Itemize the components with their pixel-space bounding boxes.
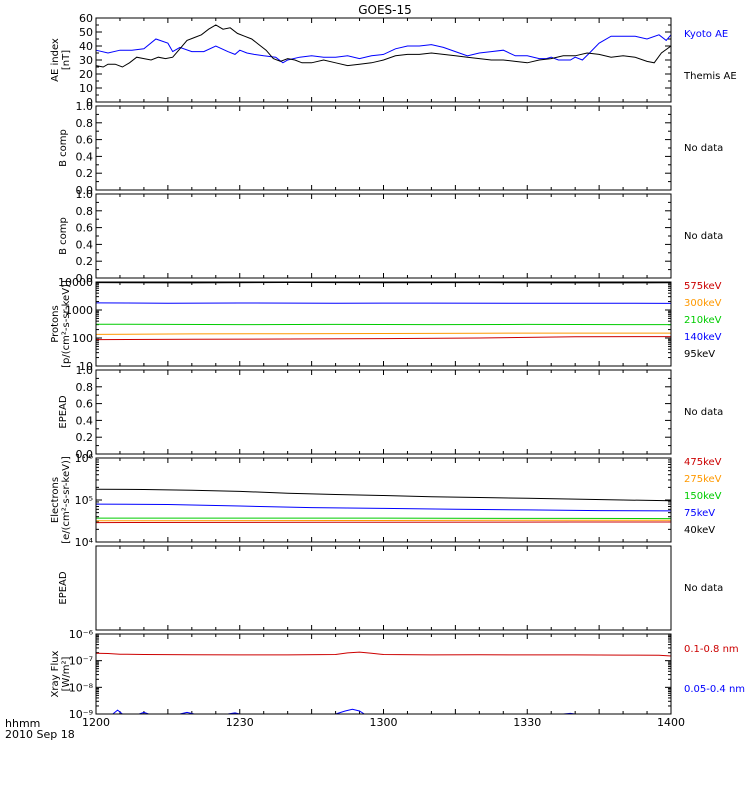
legend-entry: 210keV: [684, 315, 722, 326]
y-axis-label: [p/(cm²-s-sr-keV)]: [61, 280, 72, 368]
panel-electrons: 10⁴ 10⁵ 10⁶ Electrons[e/(cm²-s-sr-keV)] 475k…: [50, 452, 722, 549]
no-data-label: No data: [684, 407, 723, 418]
series-line-Themis-AE: [96, 25, 671, 67]
y-tick-label: 0.6: [76, 398, 94, 411]
panel-epead2: EPEAD No data: [58, 546, 723, 630]
legend-entry: Kyoto AE: [684, 29, 728, 40]
series-line-475keV: [96, 522, 671, 523]
y-axis-label: B comp: [58, 217, 69, 255]
legend-entry: 475keV: [684, 457, 722, 468]
y-axis-label: B comp: [58, 129, 69, 167]
series-line-Kyoto-AE: [96, 35, 671, 63]
series-line-75keV: [96, 504, 671, 511]
legend-entry: 300keV: [684, 298, 722, 309]
y-tick-label: 1.0: [76, 188, 94, 201]
y-tick-label: 1.0: [76, 364, 94, 377]
y-tick-label: 10⁴: [75, 536, 94, 549]
y-tick-label: 0.6: [76, 134, 94, 147]
x-tick-label: 1330: [513, 716, 541, 729]
y-axis-label: Xray Flux: [50, 650, 61, 697]
y-tick-label: 0.4: [76, 150, 94, 163]
y-axis-label: Electrons: [50, 477, 61, 523]
y-axis-label: Protons: [50, 305, 61, 342]
y-tick-label: 100: [72, 332, 93, 345]
no-data-label: No data: [684, 143, 723, 154]
series-line-300keV: [96, 303, 671, 304]
x-tick-label: 1230: [226, 716, 254, 729]
y-axis-label: [e/(cm²-s-sr-keV)]: [61, 456, 72, 544]
panel-frame: [96, 634, 671, 714]
y-axis-label: [W/m²]: [61, 656, 72, 691]
y-tick-label: 10⁻⁶: [69, 628, 94, 641]
y-tick-label: 10: [79, 82, 93, 95]
x-tick-label: 1200: [82, 716, 110, 729]
legend-entry: 0.1-0.8 nm: [684, 644, 739, 655]
panel-frame: [96, 458, 671, 542]
legend-entry: 40keV: [684, 525, 715, 536]
series-line-140keV: [96, 333, 671, 334]
y-tick-label: 0.2: [76, 431, 94, 444]
y-tick-label: 30: [79, 54, 93, 67]
y-tick-label: 1.0: [76, 100, 94, 113]
y-tick-label: 40: [79, 40, 93, 53]
y-tick-label: 0.2: [76, 167, 94, 180]
y-tick-label: 0.2: [76, 255, 94, 268]
no-data-label: No data: [684, 231, 723, 242]
y-tick-label: 10⁻⁷: [69, 655, 93, 668]
legend-entry: 95keV: [684, 349, 715, 360]
legend-entry: 275keV: [684, 474, 722, 485]
y-tick-label: 10⁵: [75, 494, 93, 507]
y-tick-label: 20: [79, 68, 93, 81]
legend-entry: 150keV: [684, 491, 722, 502]
y-tick-label: 10⁶: [75, 452, 94, 465]
y-tick-label: 10⁻⁸: [69, 681, 94, 694]
y-axis-label: AE index: [50, 38, 61, 82]
y-tick-label: 0.4: [76, 414, 94, 427]
x-axis-tick-labels: 1200 1230 1300 1330 1400: [82, 716, 685, 729]
y-tick-label: 50: [79, 26, 93, 39]
legend-entry: Themis AE: [683, 71, 737, 82]
y-tick-label: 0.6: [76, 222, 94, 235]
x-tick-label: 1400: [657, 716, 685, 729]
no-data-label: No data: [684, 583, 723, 594]
panel-protons: 10100100010000Protons[p/(cm²-s-sr-keV)]5…: [50, 276, 722, 373]
panel-frame: [96, 370, 671, 454]
y-tick-label: 0.8: [76, 117, 94, 130]
series-line-275keV: [96, 520, 671, 521]
x-tick-label: 1300: [370, 716, 398, 729]
chart-title: GOES-15: [358, 3, 412, 17]
y-axis-label: EPEAD: [58, 571, 69, 605]
series-line-40keV: [96, 489, 671, 500]
legend-entry: 575keV: [684, 281, 722, 292]
panel-frame: [96, 194, 671, 278]
panel-frame: [96, 546, 671, 630]
panel-frame: [96, 106, 671, 190]
date-label: 2010 Sep 18: [5, 728, 75, 741]
y-tick-label: 0.4: [76, 238, 94, 251]
series-line-150keV: [96, 518, 671, 519]
y-axis-label: EPEAD: [58, 395, 69, 429]
y-axis-label: [nT]: [61, 50, 72, 70]
y-tick-label: 0.8: [76, 205, 94, 218]
legend-entry: 140keV: [684, 332, 722, 343]
legend-entry: 0.05-0.4 nm: [684, 684, 745, 695]
legend-entry: 75keV: [684, 508, 715, 519]
y-tick-label: 0.8: [76, 381, 94, 394]
y-tick-label: 60: [79, 12, 93, 25]
series-line-0-1-0-8-nm: [96, 652, 671, 656]
series-line-95keV: [96, 337, 671, 340]
